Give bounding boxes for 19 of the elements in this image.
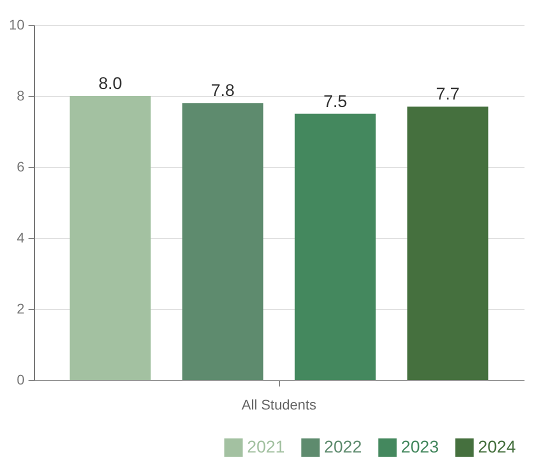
data-label: 7.5 [323, 92, 348, 111]
legend-label: 2023 [401, 438, 439, 457]
bar [182, 103, 264, 380]
x-tick-label: All Students [242, 396, 316, 412]
data-label: 8.0 [98, 74, 122, 93]
legend-label: 2024 [478, 438, 516, 457]
y-tick-label: 10 [8, 16, 25, 32]
legend-label: 2022 [324, 438, 362, 457]
y-tick-label: 0 [16, 372, 25, 388]
y-tick-label: 4 [16, 230, 25, 246]
y-tick-label: 8 [16, 88, 25, 104]
bar [407, 106, 488, 380]
bar [294, 114, 376, 380]
y-tick-label: 6 [16, 158, 25, 174]
data-label: 7.8 [210, 81, 235, 100]
y-tick-label: 2 [16, 300, 25, 316]
legend-label: 2021 [247, 438, 285, 457]
data-label: 7.7 [436, 84, 460, 104]
bar [70, 96, 151, 380]
